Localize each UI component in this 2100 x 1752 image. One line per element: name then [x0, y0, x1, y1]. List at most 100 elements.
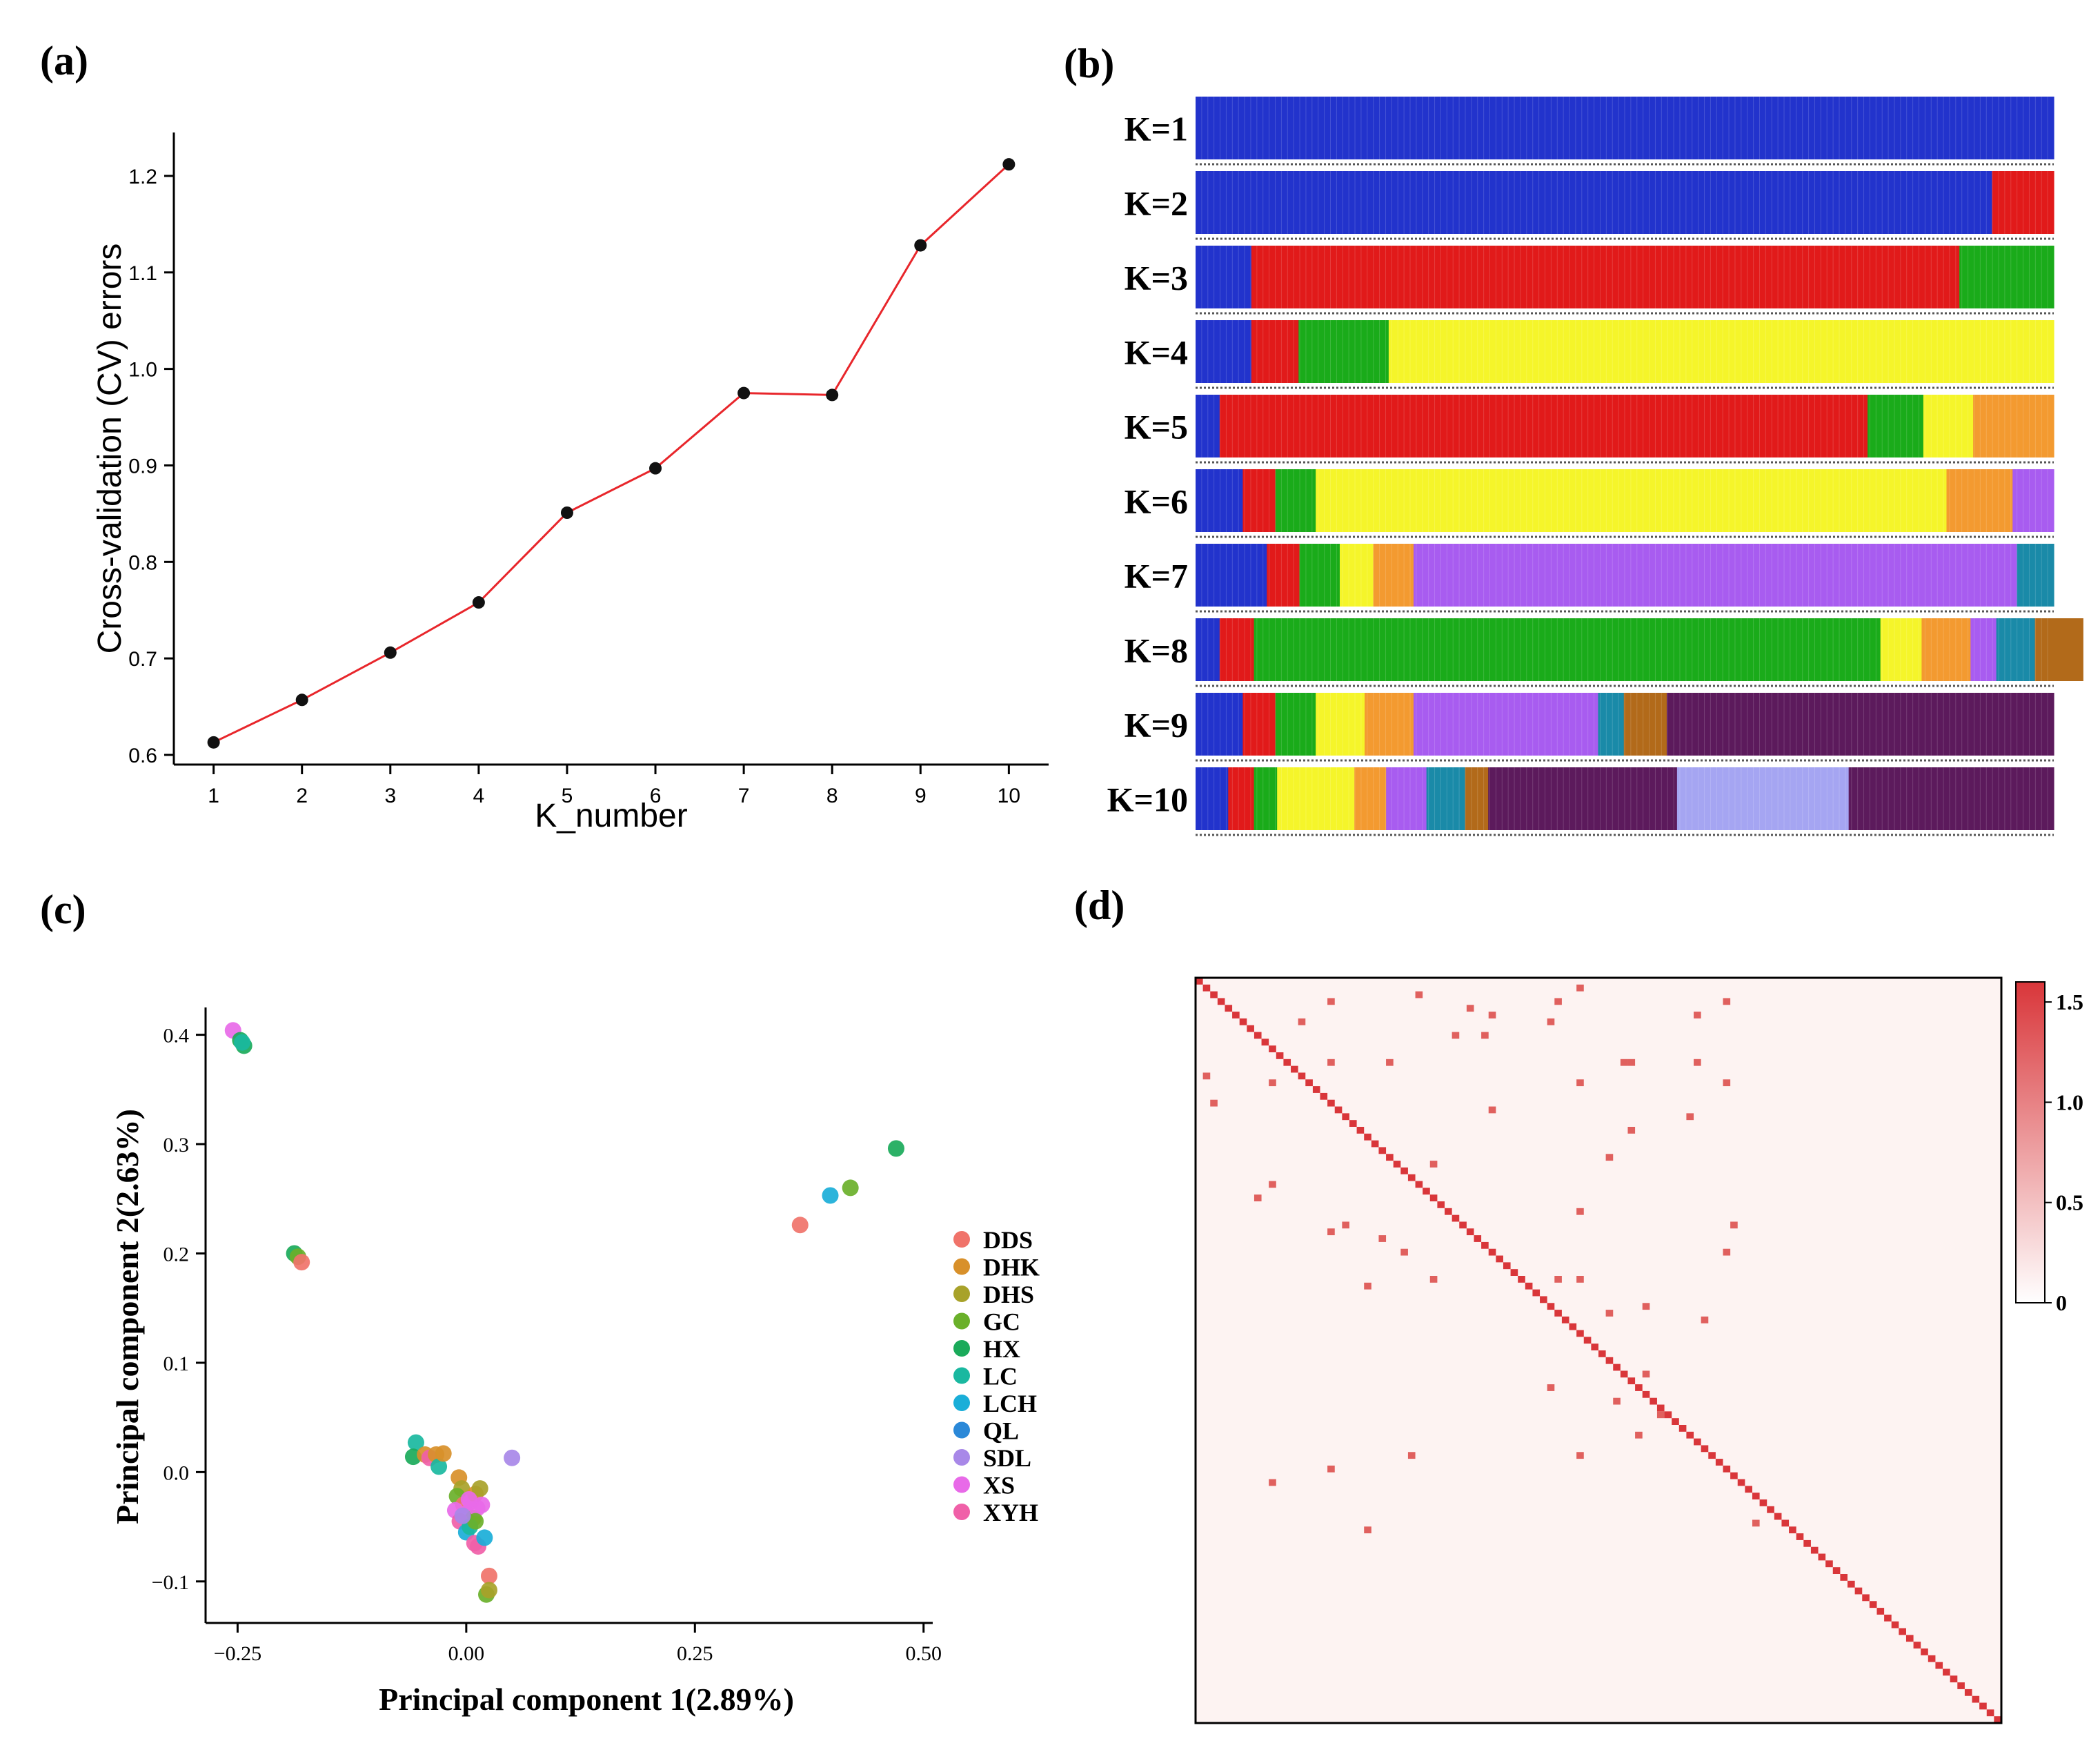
kinship-diagonal-cell: [1583, 1337, 1592, 1344]
legend-label-sdl: SDL: [983, 1444, 1031, 1472]
kinship-diagonal-cell: [1196, 978, 1203, 985]
ancestry-segment-blue: [1196, 246, 1252, 308]
kinship-diagonal-cell: [1876, 1608, 1885, 1615]
pca-point-lc: [407, 1434, 424, 1451]
legend-label-xs: XS: [983, 1472, 1015, 1499]
kinship-offdiag-cell: [1730, 1221, 1738, 1229]
kinship-diagonal-cell: [1261, 1039, 1269, 1046]
kinship-diagonal-cell: [1972, 1695, 1980, 1703]
ancestry-segment-darkpurple: [1488, 767, 1678, 830]
ancestry-segment-blue: [1196, 767, 1229, 830]
kinship-diagonal-cell: [1686, 1431, 1694, 1439]
y-tick-label: 0.0: [164, 1461, 190, 1484]
kinship-diagonal-cell: [1356, 1127, 1365, 1134]
legend-label-ql: QL: [983, 1417, 1019, 1445]
kinship-offdiag-cell: [1269, 1479, 1276, 1486]
kinship-diagonal-cell: [1613, 1364, 1621, 1371]
kinship-diagonal-cell: [1466, 1228, 1474, 1236]
kinship-offdiag-cell: [1488, 1012, 1496, 1018]
kinship-diagonal-cell: [1429, 1194, 1438, 1201]
kinship-diagonal-cell: [1840, 1574, 1848, 1581]
kinship-diagonal-cell: [1371, 1140, 1379, 1148]
kinship-diagonal-cell: [1899, 1628, 1906, 1635]
ancestry-segment-yellow: [1316, 469, 1948, 532]
kinship-offdiag-cell: [1620, 1059, 1628, 1066]
kinship-diagonal-cell: [1393, 1161, 1401, 1168]
x-tick-label: 5: [562, 785, 573, 807]
pca-point-sdl: [454, 1507, 471, 1524]
kinship-diagonal-cell: [1349, 1120, 1357, 1127]
kinship-diagonal-cell: [1818, 1553, 1826, 1561]
kinship-offdiag-cell: [1686, 1113, 1694, 1121]
cv-error-point: [207, 736, 220, 749]
individual-separators: [1201, 171, 2048, 234]
y-tick-label: 0.4: [164, 1025, 190, 1047]
kinship-offdiag-cell: [1576, 1452, 1584, 1459]
kinship-diagonal-cell: [1737, 1479, 1745, 1486]
ancestry-segment-blue: [1196, 97, 2054, 159]
kinship-diagonal-cell: [1481, 1241, 1489, 1249]
x-tick-label: 6: [650, 785, 662, 807]
row-label-k-7: K=7: [1125, 557, 1188, 596]
kinship-offdiag-cell: [1605, 1154, 1614, 1161]
ancestry-segment-green: [1275, 693, 1316, 756]
admixture-chart: K=1 K=2 K=3 K=4 K=5 K=6 K=7 K=8 K=9 K=10: [1107, 97, 2083, 836]
kinship-diagonal-cell: [1532, 1289, 1541, 1297]
ancestry-segment-red: [1992, 171, 2054, 234]
kinship-offdiag-cell: [1547, 1018, 1555, 1025]
cv-error-line: [212, 163, 1010, 744]
kinship-offdiag-cell: [1613, 1397, 1621, 1405]
kinship-diagonal-cell: [1254, 1032, 1262, 1039]
ancestry-segment-purple: [2012, 469, 2054, 532]
ancestry-segment-teal: [1598, 693, 1625, 756]
ancestry-segment-orange: [1921, 618, 1971, 681]
kinship-diagonal-cell: [1239, 1018, 1247, 1025]
kinship-offdiag-cell: [1364, 1282, 1371, 1290]
kinship-diagonal-cell: [1891, 1621, 1899, 1628]
kinship-diagonal-cell: [1423, 1188, 1430, 1195]
ancestry-segment-green: [1959, 246, 2054, 308]
individual-separators: [1201, 395, 2048, 457]
kinship-diagonal-cell: [1400, 1167, 1408, 1174]
x-tick-label: 0.25: [677, 1642, 713, 1665]
pca-point-lch: [822, 1187, 839, 1204]
kinship-diagonal-cell: [1905, 1635, 1914, 1642]
y-tick-label: 0.7: [128, 648, 157, 671]
panel-label-c: (c): [40, 887, 86, 932]
legend-swatch-lc: [953, 1367, 970, 1384]
ancestry-segment-yellow: [1923, 395, 1974, 457]
kinship-diagonal-cell: [1678, 1425, 1687, 1432]
kinship-offdiag-cell: [1466, 1005, 1474, 1012]
kinship-diagonal-cell: [1672, 1418, 1679, 1425]
kinship-diagonal-cell: [1854, 1587, 1863, 1595]
kinship-offdiag-cell: [1386, 1059, 1394, 1066]
kinship-diagonal-cell: [1921, 1648, 1928, 1655]
kinship-diagonal-cell: [1312, 1086, 1320, 1093]
pca-point-dds: [480, 1567, 497, 1584]
ancestry-segment-yellow: [1277, 767, 1355, 830]
y-tick-label: 1.1: [128, 262, 157, 285]
ancestry-segment-darkpurple: [1848, 767, 2054, 830]
kinship-diagonal-cell: [1598, 1350, 1606, 1357]
ancestry-segment-red: [1219, 395, 1868, 457]
kinship-diagonal-cell: [1554, 1310, 1562, 1317]
kinship-diagonal-cell: [1217, 998, 1225, 1005]
kinship-diagonal-cell: [1247, 1025, 1254, 1032]
y-tick-label: 1.2: [128, 166, 157, 188]
kinship-diagonal-cell: [1320, 1092, 1328, 1100]
kinship-diagonal-cell: [1759, 1499, 1767, 1506]
ancestry-segment-darkpurple: [1666, 693, 2054, 756]
kinship-offdiag-cell: [1254, 1194, 1262, 1201]
x-tick-label: 8: [826, 785, 838, 807]
legend-swatch-gc: [953, 1312, 970, 1330]
kinship-diagonal-cell: [1540, 1296, 1547, 1303]
ancestry-segment-blue: [1196, 618, 1220, 681]
y-axis-label: Cross-validation (CV) errors: [92, 244, 128, 654]
kinship-diagonal-cell: [1364, 1133, 1371, 1141]
kinship-diagonal-cell: [1708, 1452, 1716, 1459]
legend-swatch-dhk: [953, 1258, 970, 1275]
row-label-k-1: K=1: [1125, 110, 1188, 148]
kinship-offdiag-cell: [1605, 1310, 1614, 1317]
ancestry-segment-orange: [1946, 469, 2013, 532]
